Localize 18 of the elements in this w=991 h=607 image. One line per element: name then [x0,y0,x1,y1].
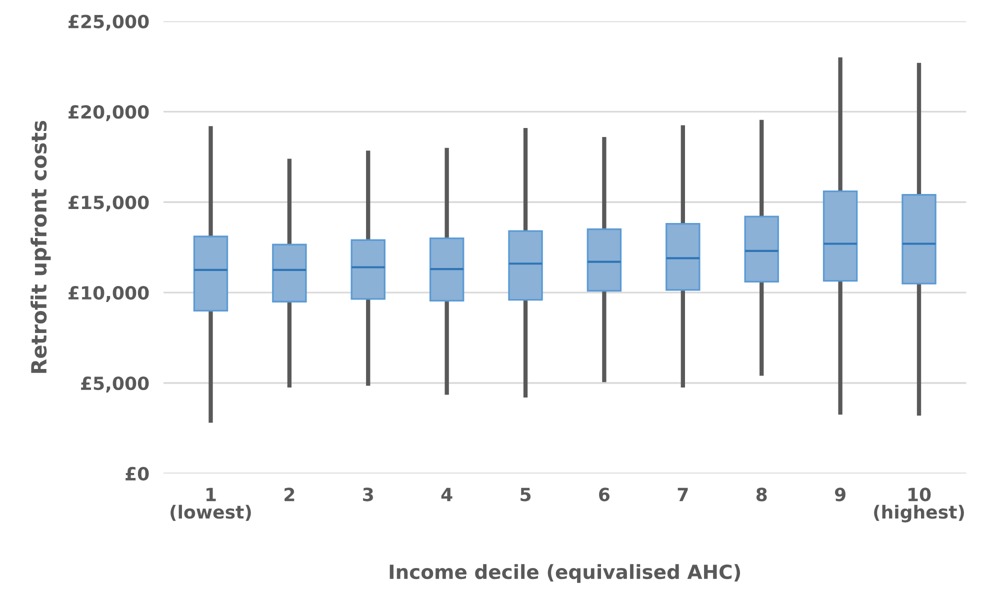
y-tick-label: £10,000 [68,286,149,302]
y-tick-label: £20,000 [68,105,149,122]
x-tick-label: 1 (lowest) [170,488,251,521]
x-tick-label: 3 [363,488,373,502]
x-tick-label: 5 [520,488,531,502]
x-tick-label: 8 [756,488,767,502]
x-axis-title: Income decile (equivalised AHC) [390,564,740,583]
x-tick-label: 7 [678,488,688,502]
y-tick-label: £25,000 [68,14,149,31]
x-tick-label: 10 (highest) [874,488,964,522]
y-tick-label: £15,000 [68,196,149,212]
y-tick-label: £5,000 [81,376,149,392]
x-tick-label: 2 [284,488,294,502]
x-tick-label: 9 [834,488,846,502]
x-tick-label: 4 [441,488,452,502]
y-tick-label: £0 [126,466,149,481]
x-tick-label: 6 [599,488,610,502]
y-axis-title: Retrofit upfront costs [30,120,51,373]
